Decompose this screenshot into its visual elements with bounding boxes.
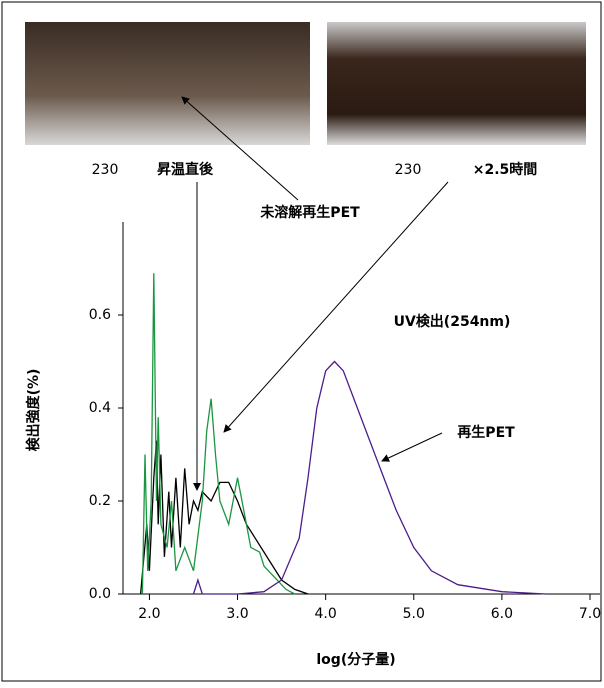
chart: 0.0 0.2 0.4 0.6 2.0 3.0 4.0 5.0 6.0 7.0 log(分子量) 検出… <box>0 0 604 684</box>
photo <box>327 22 586 145</box>
line <box>141 441 308 594</box>
x-axis-label: log(分子量) <box>316 652 395 668</box>
photo-label: 230 <box>92 162 119 178</box>
y-tick-label: 0.2 <box>89 493 111 509</box>
photo <box>25 22 310 145</box>
x-tick-label: 4.0 <box>315 606 337 622</box>
y-tick-label: 0.0 <box>89 586 111 602</box>
x-tick-label: 5.0 <box>403 606 425 622</box>
y-tick-label: 0.6 <box>89 307 111 323</box>
x-tick-label: 2.0 <box>138 606 160 622</box>
annotation: UV検出(254nm) <box>394 313 511 330</box>
photo-label: ×2.5時間 <box>473 161 538 178</box>
arrow <box>382 433 442 461</box>
annotation: 未溶解再生PET <box>260 204 360 221</box>
arrows <box>182 97 448 490</box>
y-tick-label: 0.4 <box>89 400 111 416</box>
x-tick-label: 7.0 <box>579 606 601 622</box>
annotation: 再生PET <box>457 424 515 441</box>
photo-label: 230 <box>395 162 422 178</box>
x-tick-label: 3.0 <box>226 606 248 622</box>
y-axis-label: 検出強度(%) <box>25 369 42 452</box>
photo-label: 昇温直後 <box>157 161 214 178</box>
line <box>194 362 546 595</box>
x-tick-label: 6.0 <box>491 606 513 622</box>
